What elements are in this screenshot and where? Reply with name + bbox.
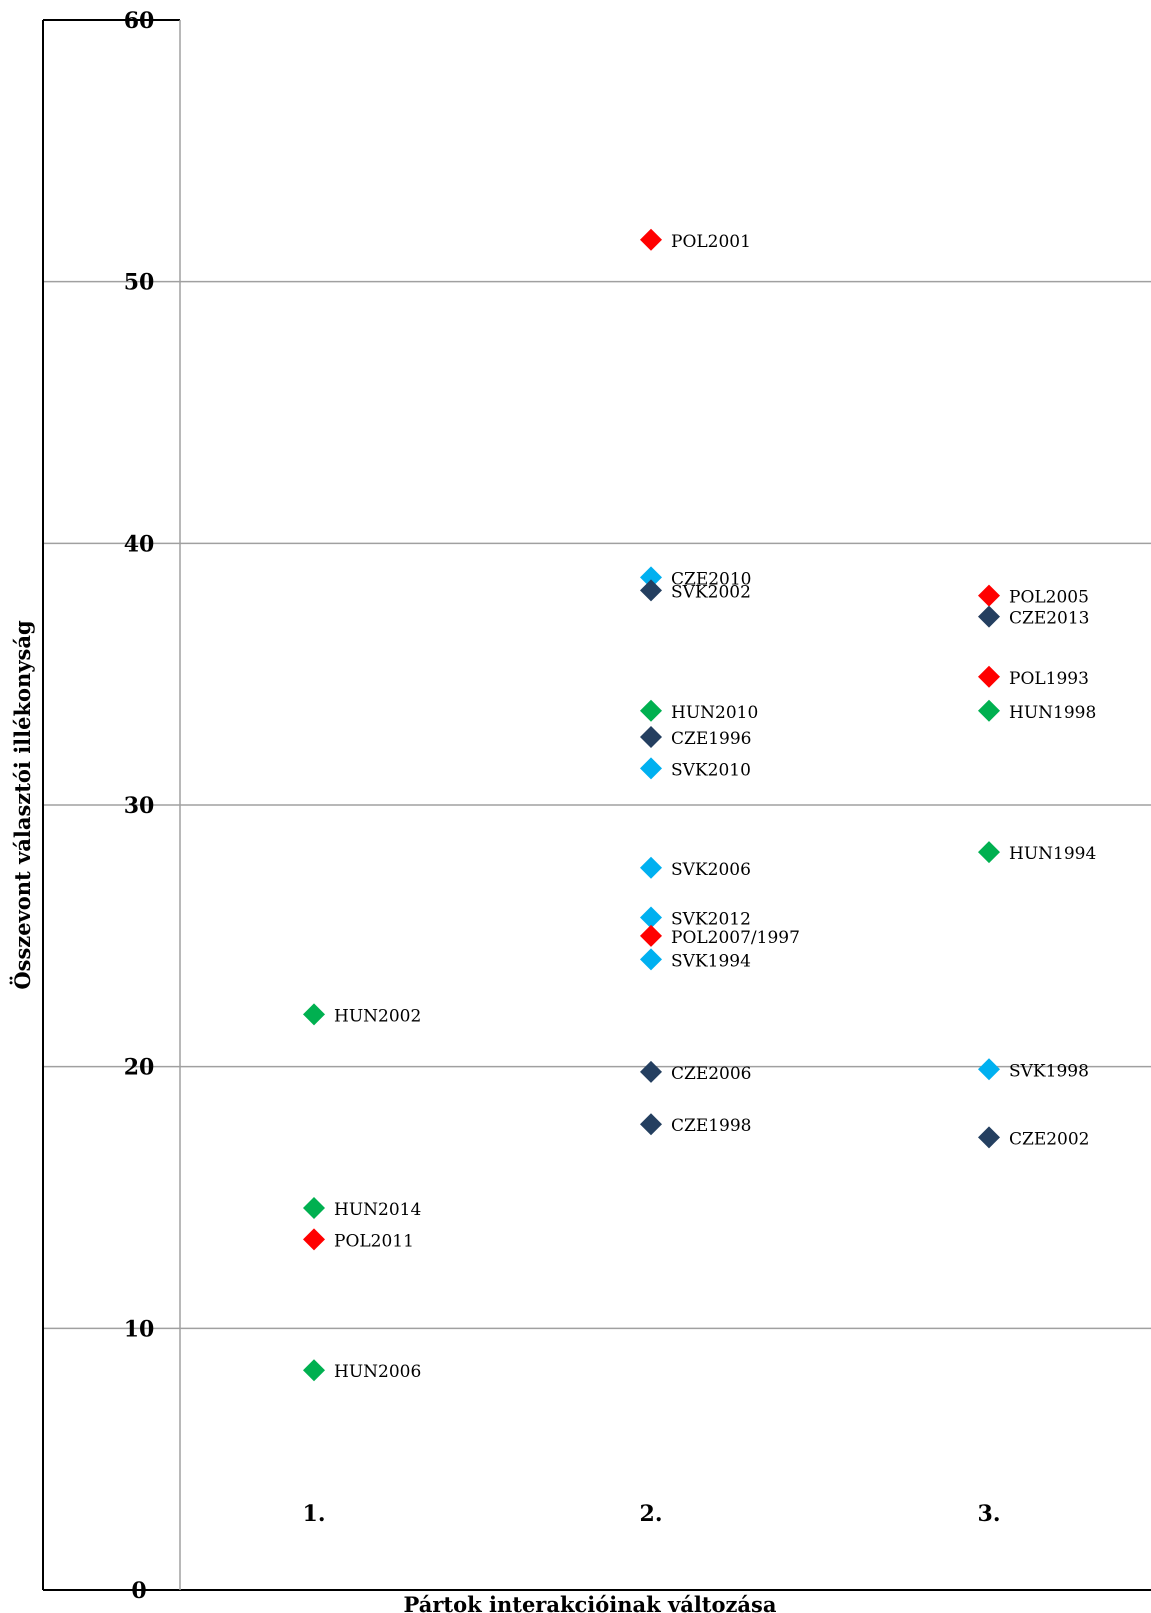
data-point-label: POL2011	[334, 1231, 414, 1251]
data-point-marker	[640, 1060, 662, 1083]
y-tick-label: 40	[124, 531, 155, 557]
data-point-marker	[303, 1228, 325, 1251]
data-point-label: POL2001	[671, 232, 751, 252]
data-point-label: SVK2002	[671, 582, 751, 602]
y-tick-labels: 0 10 20 30 40 50 60	[124, 8, 155, 1604]
category-labels: 1. 2. 3.	[303, 1501, 1001, 1527]
data-point-label: HUN1994	[1009, 844, 1096, 864]
gridlines	[43, 280, 1151, 1330]
data-point-label: HUN2014	[334, 1200, 421, 1220]
data-point-label: CZE2010	[671, 569, 752, 589]
data-point-marker	[640, 228, 662, 251]
data-point-marker	[303, 1003, 325, 1026]
data-point-label: CZE1996	[671, 729, 752, 749]
x-axis-label: Pártok interakcióinak változása	[404, 1592, 777, 1613]
data-point-label: CZE2002	[1009, 1129, 1090, 1149]
data-point-marker	[978, 605, 1000, 628]
data-point-marker	[640, 948, 662, 971]
data-point-label: SVK1994	[671, 951, 751, 971]
data-points: HUN2002 HUN2014 POL2011 HUN2006 POL2001 CZE20…	[303, 228, 1096, 1382]
data-point-label: HUN1998	[1009, 703, 1096, 723]
data-point-label: POL2005	[1009, 588, 1089, 608]
data-point-label: CZE2006	[671, 1064, 752, 1084]
data-point-label: SVK2012	[671, 910, 751, 930]
y-tick-label: 30	[124, 793, 155, 819]
y-tick-label: 50	[124, 270, 155, 296]
data-point-marker	[640, 699, 662, 722]
data-point-marker	[978, 1058, 1000, 1081]
y-tick-label: 20	[124, 1055, 155, 1081]
data-point-marker	[640, 1113, 662, 1136]
data-point-marker	[978, 699, 1000, 722]
data-point-label: CZE2013	[1009, 609, 1090, 629]
category-label: 1.	[303, 1501, 326, 1527]
category-label: 3.	[978, 1501, 1001, 1527]
data-point-marker	[978, 584, 1000, 607]
data-point-marker	[640, 856, 662, 879]
y-tick-label: 0	[131, 1578, 146, 1604]
data-point-label: CZE1998	[671, 1116, 752, 1136]
data-point-label: SVK2010	[671, 760, 751, 780]
data-point-marker	[640, 924, 662, 947]
data-point-marker	[978, 1126, 1000, 1149]
data-point-marker	[640, 579, 662, 602]
data-point-marker	[978, 665, 1000, 688]
data-point-marker	[303, 1196, 325, 1219]
category-label: 2.	[640, 1501, 663, 1527]
data-point-label: HUN2002	[334, 1006, 421, 1026]
data-point-label: POL2007/1997	[671, 928, 800, 948]
data-point-marker	[640, 906, 662, 929]
data-point-label: HUN2010	[671, 703, 758, 723]
y-tick-label: 60	[124, 8, 155, 34]
data-point-label: HUN2006	[334, 1362, 421, 1382]
data-point-marker	[640, 757, 662, 780]
data-point-marker	[978, 841, 1000, 864]
data-point-marker	[303, 1359, 325, 1382]
data-point-label: SVK2006	[671, 860, 751, 880]
y-tick-label: 10	[124, 1316, 155, 1342]
data-point-label: SVK1998	[1009, 1061, 1089, 1081]
y-axis-label: Összevont választói illékonyság	[10, 620, 35, 990]
data-point-label: POL1993	[1009, 669, 1089, 689]
data-point-marker	[640, 725, 662, 748]
data-point-marker	[640, 566, 662, 589]
